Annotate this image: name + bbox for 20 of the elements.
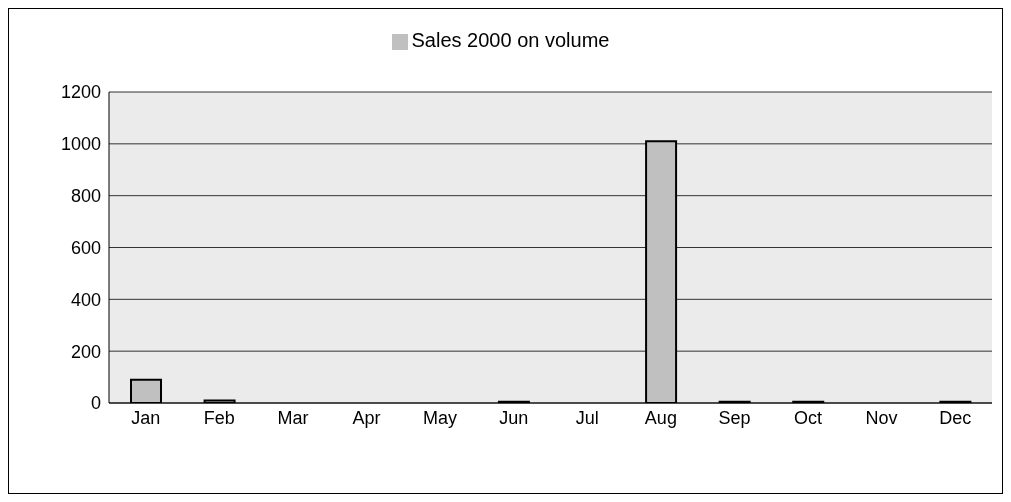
x-tick-label: Apr (352, 407, 381, 428)
x-tick-label: Nov (865, 407, 898, 428)
x-tick-label: Mar (277, 407, 309, 428)
x-tick-label: Feb (203, 407, 235, 428)
y-tick-label: 0 (90, 393, 101, 414)
x-tick-label: Jun (499, 407, 529, 428)
y-tick-label: 200 (70, 341, 101, 362)
y-tick-label: 1000 (60, 134, 101, 155)
x-tick-label: Oct (794, 407, 823, 428)
x-tick-label: Jul (575, 407, 599, 428)
y-tick-label: 1200 (60, 82, 101, 103)
y-tick-label: 600 (70, 237, 101, 258)
y-tick-label: 400 (70, 289, 101, 310)
x-tick-label: Aug (644, 407, 677, 428)
x-tick-label: Dec (939, 407, 972, 428)
x-tick-label: Jan (131, 407, 161, 428)
legend-label: Sales 2000 on volume (411, 29, 610, 51)
y-tick-label: 800 (70, 186, 101, 207)
x-tick-label: Sep (718, 407, 751, 428)
x-tick-label: May (423, 407, 458, 428)
